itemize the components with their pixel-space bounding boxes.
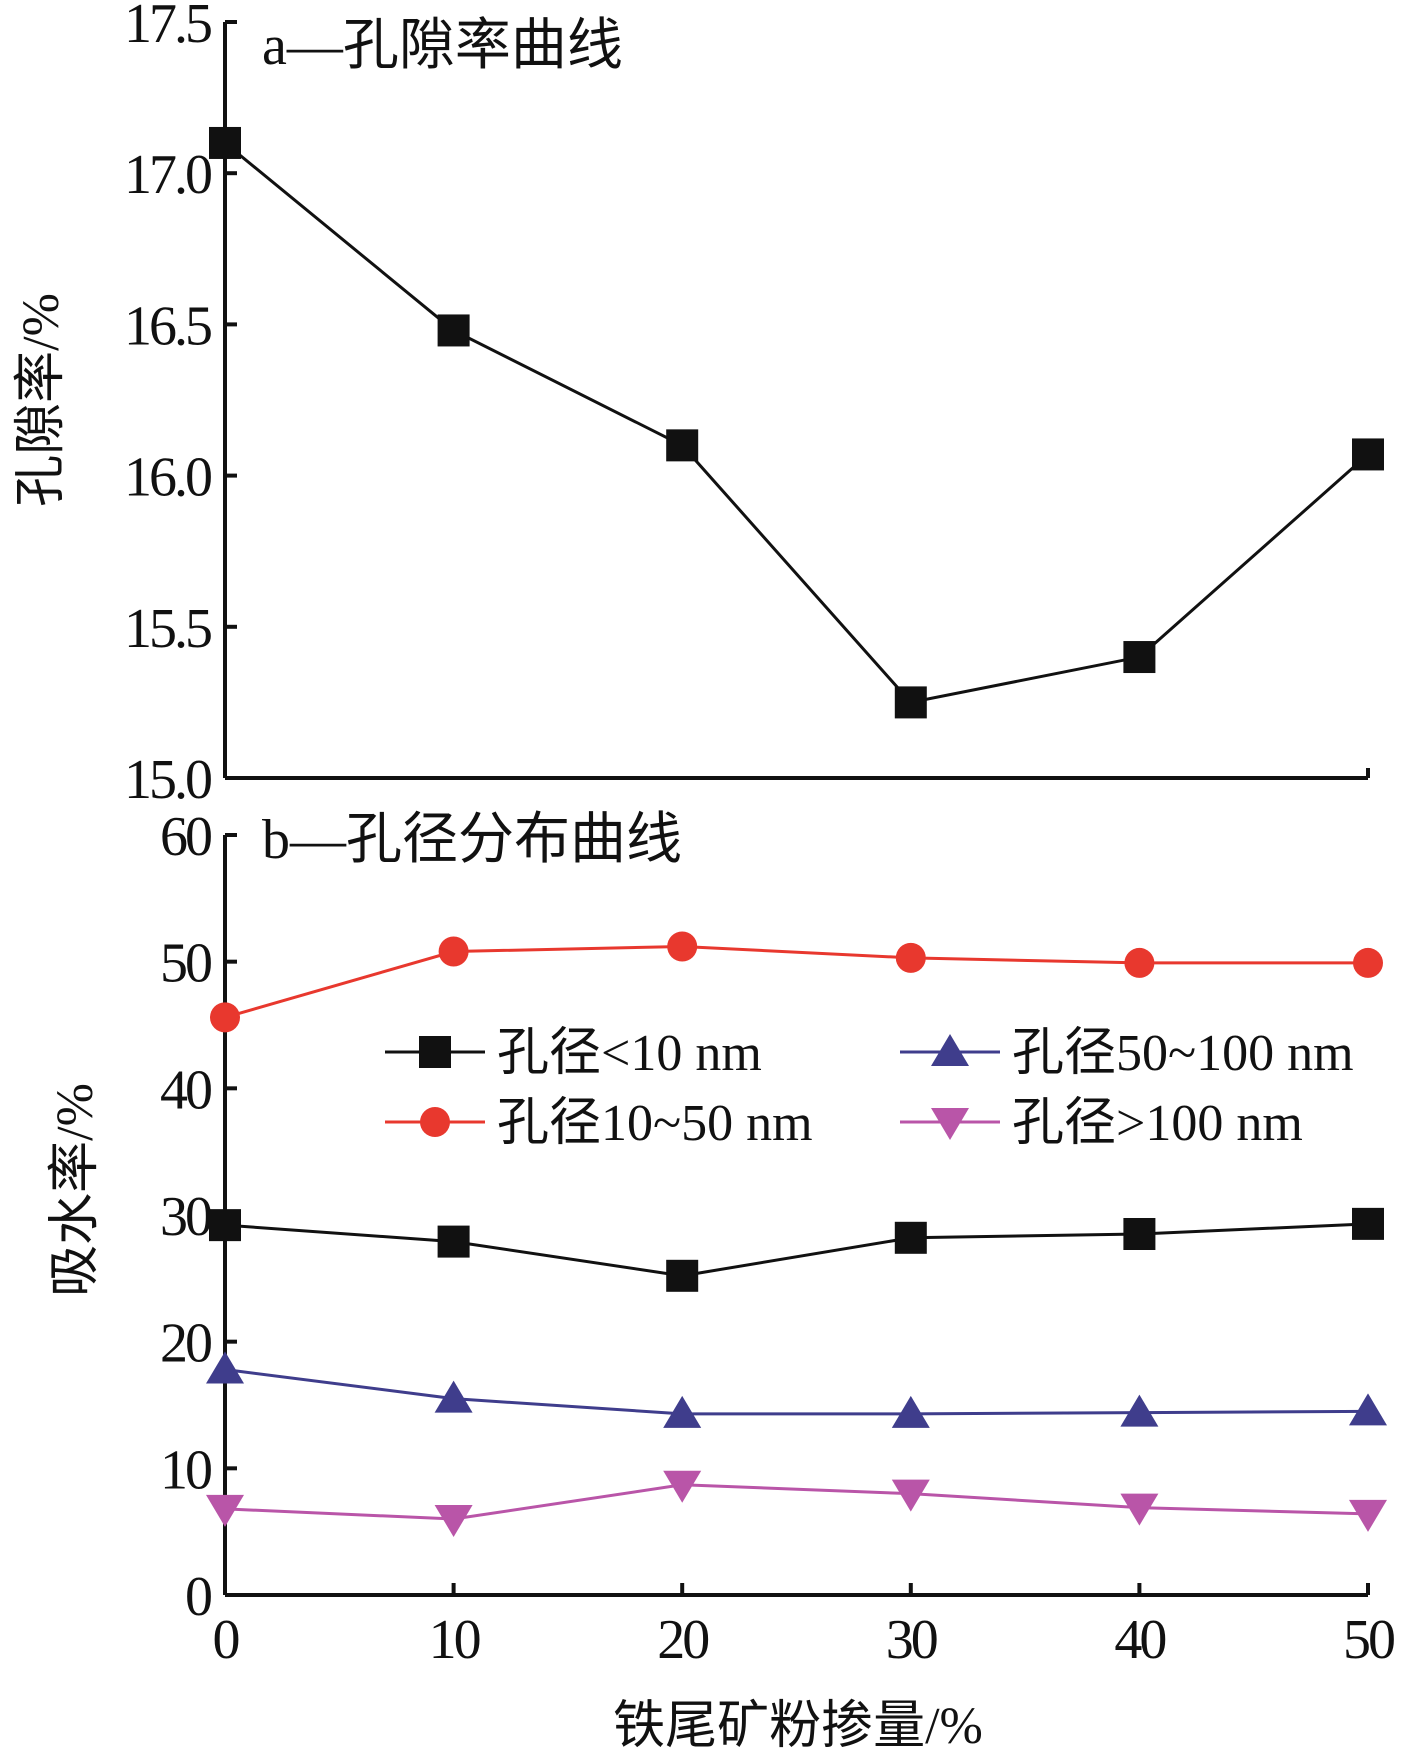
chart-a-y-tick-label: 15.5	[124, 598, 211, 660]
chart-b-data-point	[895, 942, 926, 973]
chart-b-x-axis-title: 铁尾矿粉掺量/%	[613, 1698, 983, 1755]
chart-panel-a: 15.0 15.5 16.0 16.5 17.0 17.5 a—孔隙率曲线 孔隙率/%	[13, 0, 1384, 811]
chart-b-data-point	[434, 1380, 473, 1413]
chart-b-plot-area: 0 10 20 30 40 50 60 0 10 20 30 40 50	[160, 806, 1397, 1671]
chart-b-x-tick-label: 20	[657, 1609, 708, 1671]
chart-b-data-point	[1349, 1499, 1387, 1532]
chart-b-data-point	[1120, 1493, 1159, 1526]
chart-b-data-point	[894, 1221, 927, 1254]
chart-b-data-point	[209, 1209, 241, 1242]
legend-marker	[420, 1107, 450, 1137]
chart-a-series-line	[224, 141, 1369, 705]
chart-b-x-tick-label: 0	[213, 1609, 239, 1671]
chart-b-legend: 孔径<10 nm 孔径10~50 nm 孔径50~100 nm 孔径>100 nm	[385, 1025, 1354, 1152]
chart-b-x-tick-label: 40	[1114, 1609, 1165, 1671]
chart-b-data-point	[666, 1259, 699, 1292]
chart-b-data-point	[206, 1351, 244, 1384]
chart-b-x-tick-label: 50	[1343, 1609, 1394, 1671]
legend-label: 孔径10~50 nm	[497, 1095, 813, 1152]
chart-b-data-point	[891, 1395, 930, 1428]
chart-b-data-point	[206, 1494, 244, 1527]
chart-b-data-point	[434, 1505, 473, 1537]
chart-b-y-tick-label: 60	[160, 806, 211, 868]
chart-b-series-line	[224, 1483, 1369, 1521]
chart-b-data-point	[663, 1470, 702, 1503]
chart-b-data-point	[1124, 947, 1155, 978]
legend-marker	[419, 1036, 451, 1068]
chart-b-data-point	[891, 1479, 930, 1512]
chart-b-series-line	[224, 944, 1368, 1019]
chart-b-y-tick-label: 20	[160, 1313, 211, 1375]
legend-label: 孔径>100 nm	[1012, 1095, 1303, 1152]
chart-b-data-point	[1349, 1393, 1387, 1426]
chart-b-title: b—孔径分布曲线	[262, 809, 682, 871]
chart-b-data-point	[667, 931, 698, 962]
chart-a-data-point	[437, 314, 470, 347]
legend-marker	[931, 1034, 969, 1066]
chart-b-y-tick-label: 0	[185, 1566, 211, 1628]
chart-a-data-point	[894, 686, 927, 719]
chart-b-series-line	[224, 1222, 1369, 1278]
chart-b-y-tick-label: 30	[160, 1186, 211, 1248]
chart-a-data-point	[209, 126, 241, 159]
chart-b-series-line	[224, 1368, 1369, 1416]
chart-b-y-tick-label: 10	[160, 1439, 211, 1501]
chart-b-data-point	[1120, 1394, 1159, 1427]
legend-label: 孔径<10 nm	[497, 1025, 762, 1082]
chart-a-y-tick-label: 15.0	[124, 749, 211, 811]
chart-b-y-axis-title: 吸水率/%	[47, 1083, 104, 1297]
chart-b-data-point	[663, 1395, 702, 1428]
chart-a-data-point	[1123, 641, 1156, 674]
chart-a-data-point	[1352, 438, 1384, 471]
chart-a-y-tick-label: 16.0	[124, 447, 211, 509]
chart-b-x-tick-label: 10	[429, 1609, 480, 1671]
chart-b-y-tick-label: 40	[160, 1059, 211, 1121]
chart-b-data-point	[1353, 947, 1383, 978]
chart-a-data-point	[666, 429, 699, 462]
chart-b-data-point	[438, 936, 469, 967]
chart-a-y-tick-label: 17.0	[124, 144, 211, 206]
chart-a-y-tick-label: 17.5	[124, 0, 211, 55]
legend-label: 孔径50~100 nm	[1012, 1025, 1354, 1082]
chart-a-title: a—孔隙率曲线	[262, 15, 623, 77]
legend-marker	[931, 1108, 969, 1140]
chart-b-x-tick-label: 30	[886, 1609, 937, 1671]
chart-b-data-point	[1123, 1218, 1156, 1250]
chart-b-y-tick-label: 50	[160, 933, 211, 995]
chart-b-data-point	[437, 1225, 470, 1258]
chart-b-data-point	[210, 1002, 240, 1033]
chart-a-plot-area: 15.0 15.5 16.0 16.5 17.0 17.5	[124, 0, 1384, 811]
chart-a-y-tick-label: 16.5	[124, 295, 211, 357]
chart-b-data-point	[1352, 1207, 1384, 1240]
chart-a-y-axis-title: 孔隙率/%	[13, 293, 70, 507]
